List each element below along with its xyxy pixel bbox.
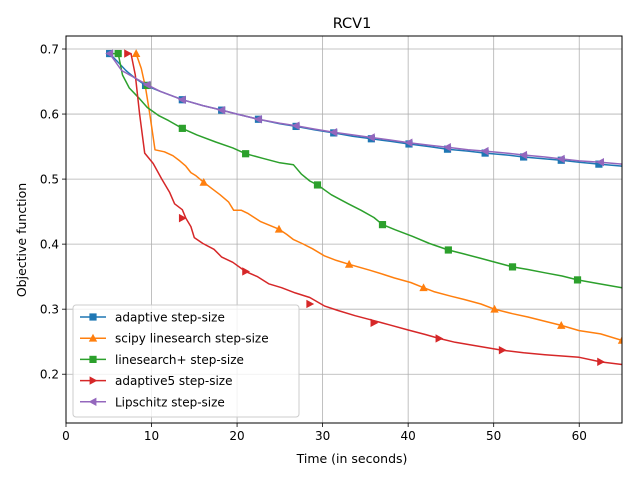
data-point-marker [124,49,132,58]
x-tick-label: 50 [486,429,501,443]
data-point-marker [617,335,622,344]
data-point-marker [178,213,187,223]
data-point-marker [404,138,413,147]
legend-item: linesearch+ step-size [80,353,244,367]
data-point-marker [557,321,566,329]
data-point-marker [131,49,141,57]
data-point-marker [329,128,338,137]
legend-item: Lipschitz step-size [80,395,225,409]
legend: adaptive step-size scipy linesearch step-… [72,304,300,418]
data-point-marker [444,246,452,254]
data-point-marker [480,146,489,156]
data-point-marker [378,221,387,229]
data-point-marker [199,177,208,186]
data-point-marker [490,304,499,313]
data-point-marker [274,224,284,233]
y-tick-label: 0.6 [40,108,59,122]
data-point-marker [177,95,186,104]
series-line [108,53,622,165]
legend-item: scipy linesearch step-size [80,332,269,346]
data-point-marker [419,283,428,292]
legend-swatch-marker [88,397,97,406]
legend-label: scipy linesearch step-size [115,332,269,346]
data-point-marker [217,105,226,115]
data-point-marker [519,150,528,160]
series-2 [131,49,622,344]
data-point-marker [254,115,262,124]
data-point-marker [556,154,565,164]
data-point-marker [142,80,151,89]
series-5 [105,49,622,167]
x-tick-label: 30 [315,429,330,443]
data-point-marker [291,121,300,130]
x-axis-label: Time (in seconds) [296,451,408,466]
chart-title: RCV1 [333,16,372,32]
data-point-marker [242,267,251,276]
legend-label: adaptive5 step-size [115,374,232,388]
legend-swatch-marker [89,313,97,321]
x-tick-label: 40 [401,429,416,443]
data-point-marker [597,357,606,367]
legend-item: adaptive5 step-size [80,374,232,388]
legend-label: Lipschitz step-size [115,395,225,409]
y-tick-label: 0.7 [40,43,59,57]
data-point-marker [114,49,122,58]
series-line [135,53,622,342]
series-layer [105,49,622,367]
legend-box [72,304,300,418]
legend-swatch-marker [89,355,97,363]
legend-item: adaptive step-size [80,311,225,325]
data-point-marker [508,263,517,271]
data-point-marker [498,345,507,355]
series-line [127,52,622,366]
legend-label: linesearch+ step-size [115,353,244,367]
x-tick-label: 20 [229,429,244,443]
data-point-marker [105,49,114,58]
y-axis-label: Objective function [14,183,29,297]
x-tick-label: 10 [144,429,159,443]
data-point-marker [306,299,315,309]
data-point-marker [596,157,605,167]
y-tick-label: 0.2 [40,368,59,382]
legend-label: adaptive step-size [115,311,225,325]
data-point-marker [344,259,354,268]
data-point-marker [242,150,250,158]
plot-frame [65,35,623,424]
data-point-marker [313,181,322,189]
data-point-marker [370,318,379,328]
data-point-marker [595,160,603,168]
y-tick-label: 0.5 [40,173,59,187]
data-point-marker [366,133,375,142]
legend-swatch-marker [88,333,98,342]
data-point-marker [443,143,451,152]
series-4 [124,49,622,367]
data-point-marker [178,124,186,132]
x-tick-label: 60 [572,429,587,443]
y-tick-label: 0.3 [40,303,59,317]
y-tick-label: 0.4 [40,238,59,252]
tick-layer: 0 10 20 30 40 50 60 0.2 0.3 0.4 0.5 0.6 0.7 [40,43,587,443]
legend-swatch-marker [89,376,98,385]
data-point-marker [573,276,582,284]
data-point-marker [435,334,444,343]
x-tick-label: 0 [62,429,70,443]
